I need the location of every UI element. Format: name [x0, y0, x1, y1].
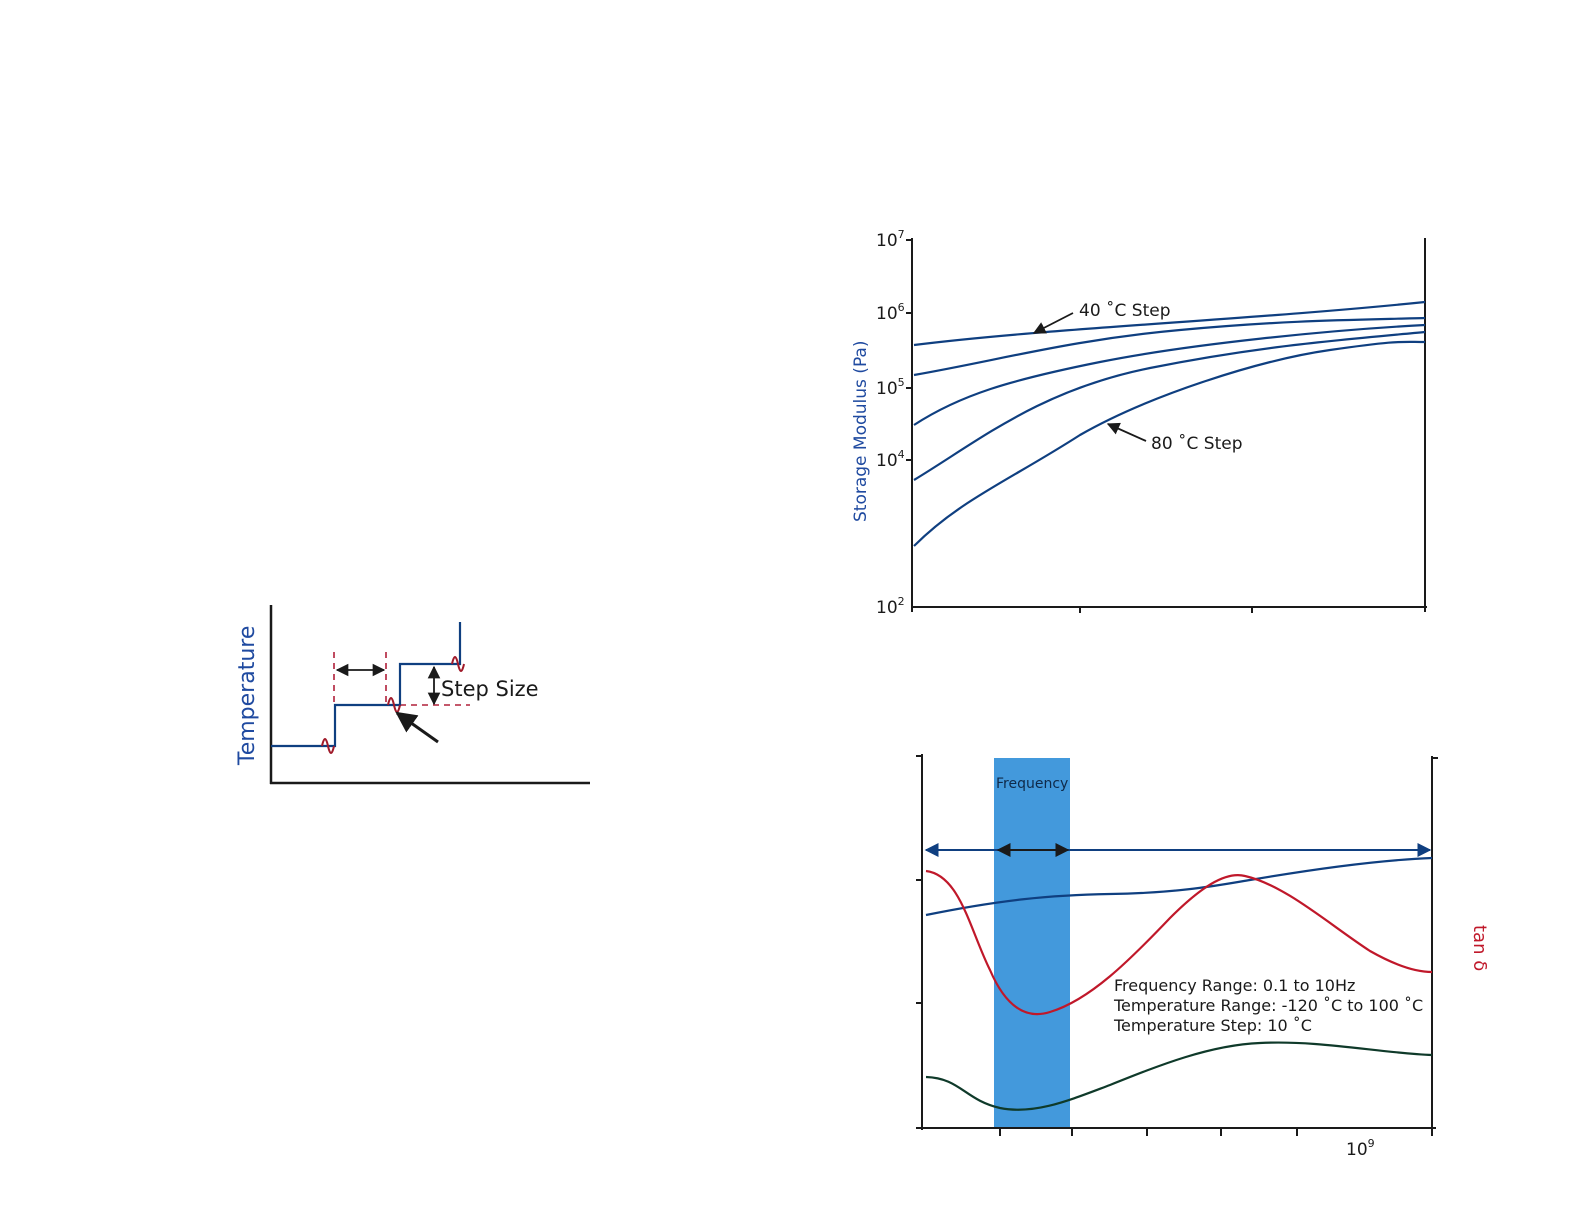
y-tick-label: 107: [876, 228, 905, 251]
master-curve-chart: Frequency 109 Frequency Range: 0.1 to 10…: [916, 754, 1490, 1160]
frequency-band-label: Frequency: [996, 776, 1068, 792]
modulus-curve-4: [913, 330, 1426, 481]
annotation-80c: 80 ˚C Step: [1151, 433, 1243, 454]
tan-delta-curve: [925, 869, 1433, 1016]
modulus-curve-40c: [913, 300, 1426, 347]
temperature-range-text: Temperature Range: -120 ˚C to 100 ˚C: [1113, 996, 1423, 1015]
frequency-range-text: Frequency Range: 0.1 to 10Hz: [1114, 976, 1355, 995]
temperature-step-line: [271, 622, 462, 748]
frequency-band: [994, 758, 1070, 1128]
tan-delta-label: tan δ: [1469, 925, 1490, 971]
modulus-curve-2: [913, 316, 1426, 377]
temp-ylabel: Temperature: [235, 626, 260, 766]
storage-master-curve: [925, 856, 1433, 917]
y-tick-label: 105: [876, 376, 905, 399]
temperature-step-text: Temperature Step: 10 ˚C: [1113, 1016, 1312, 1035]
y-tick-label: 102: [876, 595, 905, 618]
temperature-step-chart: Temperature Step Size: [235, 605, 590, 785]
loss-modulus-curve: [925, 1041, 1433, 1111]
annotation-arrow-40c: [1032, 312, 1074, 334]
oscillation-squiggle-2: [387, 697, 401, 713]
oscillation-squiggle-1: [321, 738, 335, 754]
modulus-curve-3: [913, 323, 1426, 426]
x-tick-label: 109: [1346, 1137, 1375, 1160]
oscillation-squiggle-3: [451, 656, 465, 672]
storage-modulus-chart: 107 106 105 104 102 Storage Modulus (Pa)…: [851, 228, 1427, 618]
step-size-label: Step Size: [441, 677, 539, 701]
annotation-arrow-80c: [1106, 422, 1147, 442]
modulus-ylabel: Storage Modulus (Pa): [851, 341, 871, 522]
modulus-curve-80c: [913, 340, 1426, 547]
measurement-pointer-arrow: [395, 711, 439, 744]
annotation-40c: 40 ˚C Step: [1079, 300, 1171, 321]
y-tick-label: 104: [876, 448, 905, 471]
y-tick-label: 106: [876, 301, 905, 324]
